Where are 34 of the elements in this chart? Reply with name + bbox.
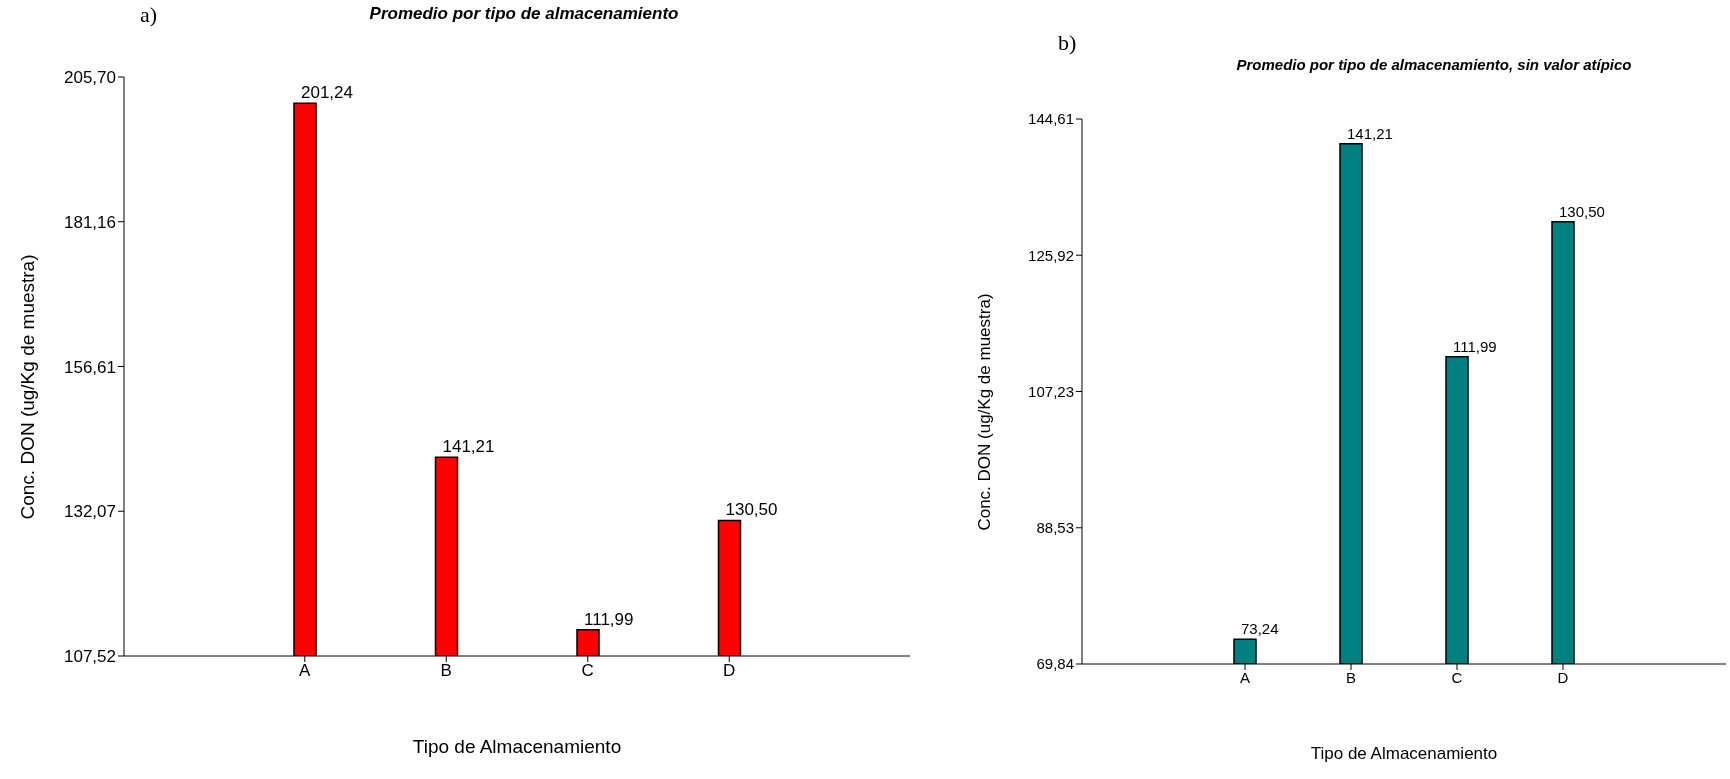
text: a)	[140, 2, 158, 28]
x-tick-label: D	[723, 661, 736, 681]
data-label: 111,99	[1453, 337, 1497, 355]
x-tick-label: A	[1239, 668, 1251, 686]
data-label: 130,50	[1559, 202, 1605, 220]
y-tick-label: 132,07	[64, 502, 116, 522]
y-tick-label: 107,52	[64, 647, 116, 667]
y-axis-title: Conc. DON (ug/Kg de muestra)	[974, 291, 994, 533]
y-tick-label: 156,61	[64, 357, 116, 377]
data-label: 111,99	[584, 609, 634, 629]
x-tick-label: C	[1451, 668, 1463, 686]
y-tick-label: 107,23	[1028, 382, 1074, 400]
x-tick-label: A	[299, 661, 312, 681]
y-tick-label: 205,70	[64, 68, 116, 88]
text: b)	[1058, 30, 1077, 56]
data-label: 130,50	[725, 500, 778, 520]
chart-title: Promedio por tipo de almacenamiento, sin valor atípico	[1235, 56, 1633, 73]
chart-title: Promedio por tipo de almacenamiento	[368, 4, 680, 24]
x-tick-label: B	[440, 661, 452, 681]
x-axis-title: Tipo de Almacenamiento	[1309, 744, 1499, 764]
data-label: 141,21	[1347, 124, 1393, 142]
x-tick-label: C	[581, 661, 594, 681]
y-tick-label: 181,16	[64, 212, 116, 232]
y-tick-label: 125,92	[1028, 246, 1074, 264]
x-axis-title: Tipo de Almacenamiento	[411, 736, 623, 758]
y-tick-label: 144,61	[1028, 110, 1074, 128]
data-label: 73,24	[1241, 620, 1279, 638]
x-tick-label: B	[1345, 668, 1357, 686]
data-label: 201,24	[301, 83, 353, 103]
data-label: 141,21	[442, 437, 495, 457]
y-axis-title: Conc. DON (ug/Kg de muestra)	[16, 253, 39, 522]
y-tick-label: 88,53	[1036, 519, 1074, 537]
x-tick-label: D	[1557, 668, 1569, 686]
y-tick-label: 69,84	[1036, 655, 1074, 673]
